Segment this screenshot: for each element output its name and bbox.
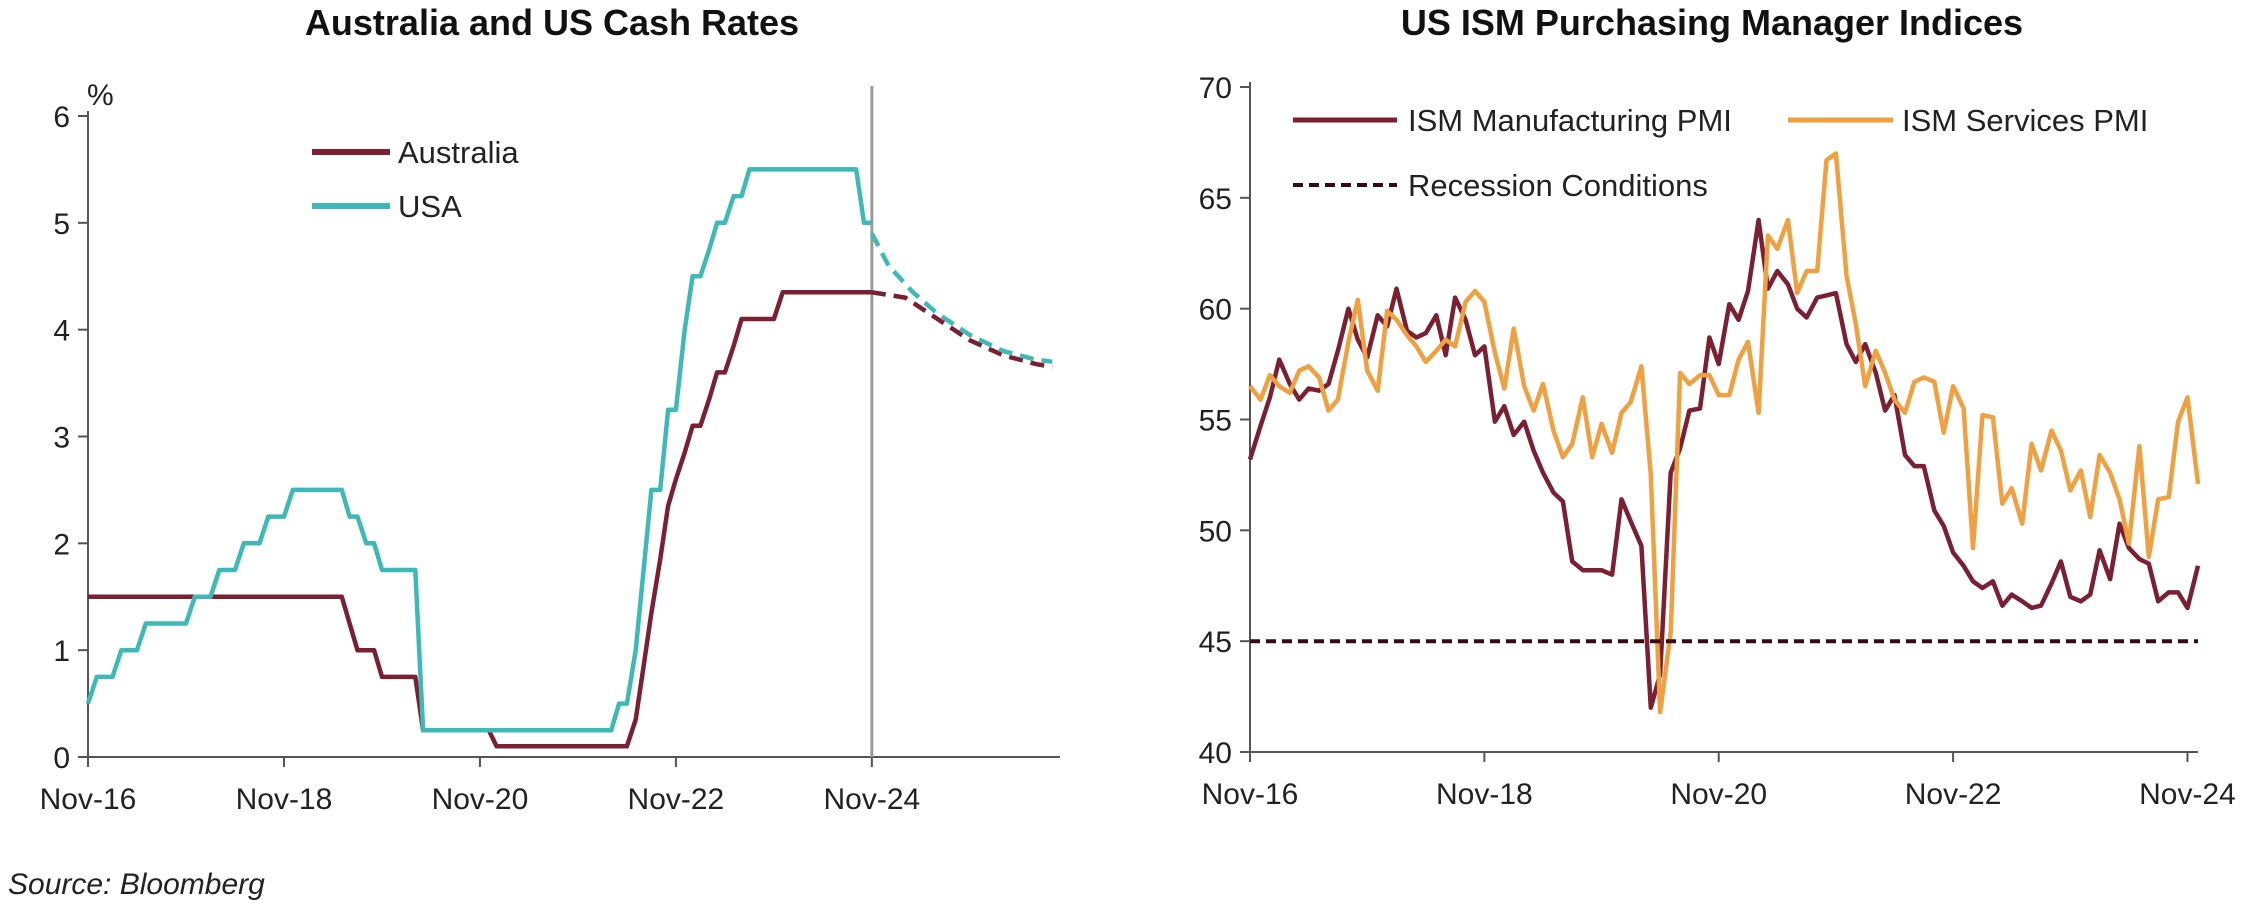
right-chart-title: US ISM Purchasing Manager Indices [1401, 2, 2023, 43]
left-forecast-usa [869, 232, 1053, 364]
left-series-australia [88, 290, 872, 749]
left-chart-title: Australia and US Cash Rates [305, 2, 799, 43]
right-y-tick-label: 65 [1199, 183, 1232, 216]
left-x-tick-label: Nov-16 [40, 783, 137, 816]
source-note: Source: Bloomberg [8, 868, 265, 901]
left-y-tick-label: 2 [53, 528, 70, 561]
right-y-tick-label: 55 [1199, 405, 1232, 438]
right-legend: ISM Manufacturing PMI ISM Services PMI R… [1293, 103, 2148, 203]
left-series [85, 167, 1053, 749]
left-chart-ylabel: % [87, 79, 114, 112]
right-series-ism-manufacturing-pmi [1247, 217, 2201, 710]
right-y-tick-label: 50 [1199, 515, 1232, 548]
left-axes: 0 1 2 3 4 5 6 Nov-16 Nov-18 Nov-20 Nov-22 Nov-24 [40, 86, 1060, 816]
legend-label-recession: Recession Conditions [1408, 168, 1708, 203]
left-x-tick-label: Nov-22 [628, 783, 725, 816]
legend-label-australia: Australia [398, 135, 519, 170]
left-y-tick-label: 1 [53, 635, 70, 668]
left-legend: Australia USA [312, 135, 519, 224]
right-x-tick-label: Nov-24 [2139, 778, 2236, 811]
right-x-tick-label: Nov-16 [1202, 778, 1299, 811]
right-axes: 40 45 50 55 60 65 70 Nov-16 Nov-18 Nov-20 Nov-22 No… [1199, 72, 2236, 811]
legend-label-ism-manufacturing: ISM Manufacturing PMI [1408, 103, 1732, 138]
right-y-tick-label: 45 [1199, 626, 1232, 659]
right-series [1247, 151, 2201, 715]
right-y-tick-label: 60 [1199, 294, 1232, 327]
right-chart: US ISM Purchasing Manager Indices 40 45 50… [1199, 2, 2236, 811]
left-y-tick-label: 0 [53, 742, 70, 775]
legend-label-ism-services: ISM Services PMI [1902, 103, 2148, 138]
right-x-tick-label: Nov-18 [1436, 778, 1533, 811]
right-x-tick-label: Nov-20 [1670, 778, 1767, 811]
right-series-ism-services-pmi [1248, 151, 2201, 715]
left-forecast-australia [871, 290, 1053, 370]
left-y-tick-label: 6 [53, 101, 70, 134]
left-y-tick-label: 3 [53, 422, 70, 455]
right-x-tick-label: Nov-22 [1905, 778, 2002, 811]
right-y-tick-label: 40 [1199, 737, 1232, 770]
left-y-tick-label: 5 [53, 208, 70, 241]
left-y-tick-label: 4 [53, 315, 70, 348]
left-x-tick-label: Nov-20 [432, 783, 529, 816]
right-y-tick-label: 70 [1199, 72, 1232, 105]
legend-label-usa: USA [398, 189, 462, 224]
left-x-tick-label: Nov-24 [824, 783, 921, 816]
left-x-tick-label: Nov-18 [236, 783, 333, 816]
left-chart: Australia and US Cash Rates % 0 1 2 3 4 5 6 Nov… [40, 2, 1060, 816]
left-series-usa [85, 167, 872, 733]
